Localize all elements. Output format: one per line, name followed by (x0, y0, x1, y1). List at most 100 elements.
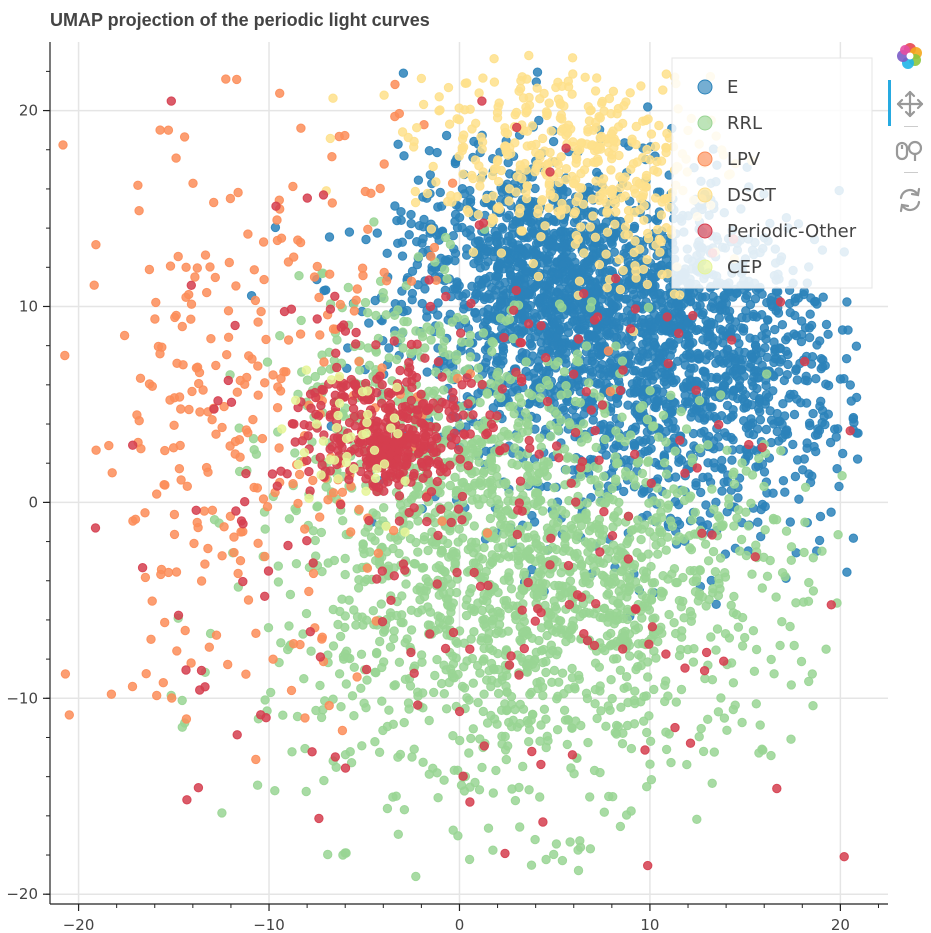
data-point (599, 525, 609, 535)
data-point (719, 477, 729, 487)
data-point (496, 299, 507, 309)
data-point (595, 767, 605, 778)
data-point (688, 338, 698, 348)
data-point (725, 314, 735, 325)
data-point (772, 408, 782, 419)
data-point (630, 422, 641, 432)
data-point (335, 606, 345, 617)
data-point (709, 504, 719, 514)
data-point (617, 356, 628, 366)
data-point (412, 123, 422, 133)
data-point (311, 705, 321, 716)
data-point (163, 125, 174, 135)
data-point (808, 586, 819, 596)
data-point (294, 469, 305, 480)
data-point (454, 290, 464, 301)
data-point (340, 622, 350, 633)
data-point (756, 504, 766, 515)
data-point (848, 414, 858, 424)
data-point (695, 300, 705, 310)
data-point (273, 577, 284, 587)
data-point (243, 229, 253, 239)
data-point (521, 250, 532, 261)
data-point (612, 517, 623, 527)
data-point (390, 201, 400, 211)
data-point (834, 481, 844, 492)
data-point (614, 497, 624, 508)
data-point (648, 614, 658, 624)
data-point (222, 350, 232, 360)
data-point (638, 566, 649, 576)
data-point (708, 546, 719, 557)
data-point (533, 250, 543, 260)
data-point (314, 292, 324, 303)
data-point (599, 371, 609, 381)
data-point (643, 456, 654, 466)
data-point (445, 587, 455, 598)
data-point (205, 262, 215, 272)
data-point (192, 517, 202, 528)
data-point (178, 360, 188, 370)
data-point (422, 322, 432, 332)
data-point (328, 641, 339, 651)
data-point (346, 527, 356, 537)
data-point (557, 505, 567, 516)
data-point (501, 681, 511, 691)
data-point (465, 330, 476, 340)
data-point (651, 300, 661, 310)
data-point (384, 705, 394, 715)
data-point (805, 420, 815, 431)
data-point (360, 297, 371, 308)
data-point (300, 524, 310, 534)
data-point (816, 364, 826, 374)
data-point (315, 680, 325, 691)
data-point (663, 503, 673, 513)
data-point (317, 566, 327, 577)
data-point (508, 242, 518, 252)
data-point (436, 548, 446, 558)
data-point (491, 765, 501, 776)
data-point (582, 356, 592, 366)
data-point (632, 548, 642, 558)
data-point (295, 329, 306, 339)
data-point (523, 205, 533, 215)
data-point (398, 343, 408, 353)
data-point (786, 734, 796, 744)
data-point (473, 363, 484, 373)
data-point (443, 538, 453, 549)
data-point (334, 131, 344, 142)
data-point (393, 139, 403, 150)
data-point (521, 357, 531, 367)
data-point (449, 673, 459, 683)
data-point (485, 378, 496, 389)
data-point (730, 700, 740, 710)
data-point (551, 522, 562, 532)
data-point (144, 264, 155, 275)
data-point (508, 715, 518, 725)
data-point (249, 265, 260, 275)
data-point (351, 295, 361, 305)
data-point (377, 696, 387, 706)
data-point (231, 281, 241, 291)
data-point (761, 334, 771, 344)
data-point (534, 469, 544, 479)
data-point (681, 424, 692, 434)
data-point (406, 218, 416, 229)
data-point (585, 279, 595, 289)
data-point (641, 593, 651, 603)
data-point (325, 269, 335, 279)
data-point (842, 567, 852, 577)
data-point (354, 575, 364, 585)
data-point (406, 625, 417, 635)
data-point (389, 626, 399, 636)
data-point (585, 792, 595, 802)
data-point (489, 714, 500, 724)
data-point (536, 495, 546, 506)
data-point (382, 803, 393, 814)
data-point (473, 697, 483, 708)
data-point (406, 209, 416, 220)
data-point (760, 525, 770, 535)
data-point (781, 426, 791, 436)
data-point (232, 74, 242, 85)
